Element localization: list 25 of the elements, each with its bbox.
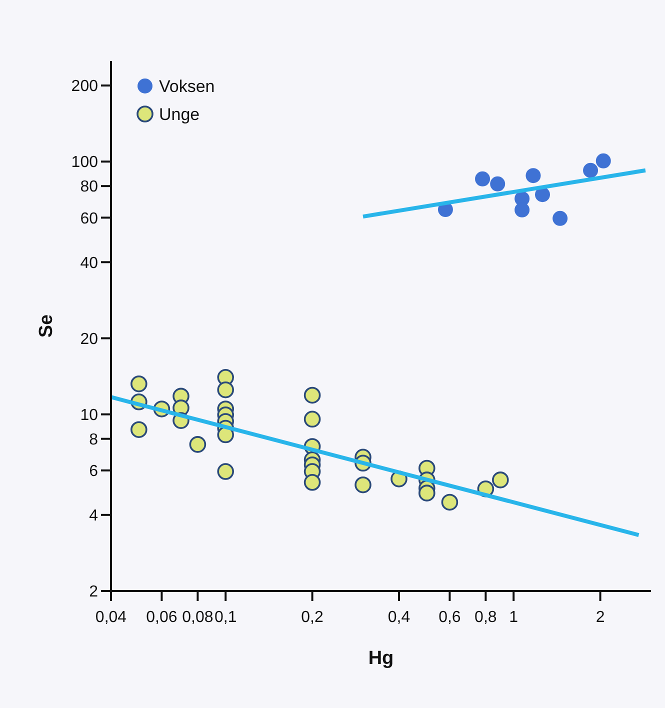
y-tick-label: 10 — [80, 406, 98, 424]
y-tick-label: 200 — [71, 78, 98, 96]
x-tick-label: 0,2 — [301, 609, 324, 626]
y-tick-label: 60 — [80, 210, 98, 228]
y-tick-label: 100 — [71, 154, 98, 172]
y-tick-label: 20 — [80, 330, 98, 348]
x-tick-label: 0,04 — [95, 609, 127, 626]
x-axis-title: Hg — [368, 648, 394, 669]
y-tick-label: 8 — [89, 431, 98, 448]
legend-label: Unge — [159, 104, 200, 124]
y-tick-label: 40 — [80, 254, 98, 272]
x-tick-label: 0,4 — [388, 609, 410, 626]
legend-label: Voksen — [159, 76, 215, 96]
y-tick-label: 80 — [80, 178, 98, 196]
x-tick-label: 1 — [509, 609, 518, 626]
y-tick-label: 6 — [89, 463, 98, 480]
x-tick-label: 0,06 — [146, 609, 178, 626]
y-tick-label: 4 — [89, 508, 98, 525]
x-tick-label: 0,08 — [182, 609, 214, 626]
x-tick-label: 0,8 — [474, 609, 497, 626]
x-tick-label: 0,6 — [438, 609, 461, 626]
x-tick-label: 0,1 — [214, 609, 237, 626]
y-axis-title: Se — [36, 314, 57, 338]
x-tick-label: 2 — [596, 609, 605, 626]
y-tick-label: 2 — [89, 584, 98, 601]
